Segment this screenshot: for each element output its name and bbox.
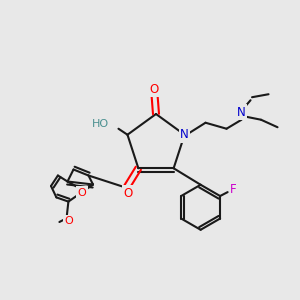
Text: O: O (64, 216, 73, 226)
Text: O: O (77, 188, 86, 198)
Text: HO: HO (92, 118, 109, 129)
Text: N: N (237, 106, 246, 119)
Text: O: O (123, 187, 133, 200)
Text: F: F (230, 183, 237, 196)
Text: N: N (180, 128, 189, 141)
Text: O: O (150, 82, 159, 96)
